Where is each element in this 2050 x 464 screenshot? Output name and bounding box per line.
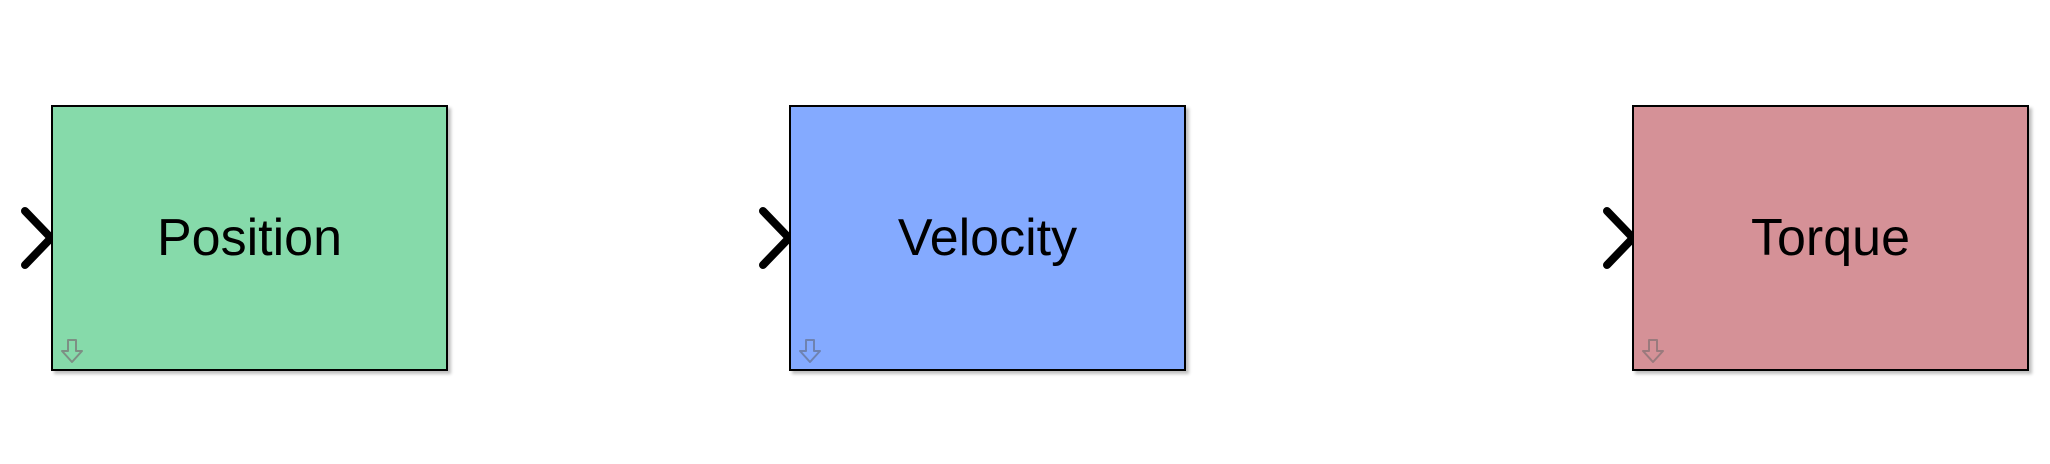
chevron-right-icon [21, 207, 54, 269]
input-port-position[interactable] [20, 205, 54, 271]
down-arrow-icon [59, 338, 85, 364]
block-label-velocity: Velocity [897, 209, 1078, 267]
block-label-torque: Torque [1751, 209, 1910, 267]
input-port-torque[interactable] [1602, 205, 1636, 271]
down-arrow-icon [1640, 338, 1666, 364]
block-velocity[interactable]: Velocity [789, 105, 1186, 371]
input-port-velocity[interactable] [758, 205, 792, 271]
block-torque[interactable]: Torque [1632, 105, 2029, 371]
block-position[interactable]: Position [51, 105, 448, 371]
chevron-right-icon [1603, 207, 1636, 269]
block-label-position: Position [157, 209, 342, 267]
chevron-right-icon [759, 207, 792, 269]
down-arrow-icon [797, 338, 823, 364]
